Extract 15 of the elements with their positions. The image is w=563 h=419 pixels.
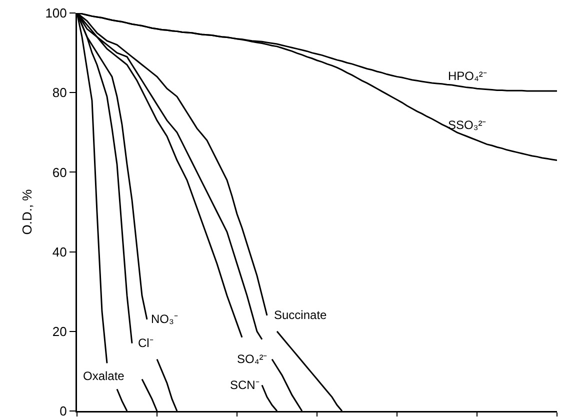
- y-tick-label: 60: [52, 164, 67, 180]
- series-label: Succinate: [274, 308, 328, 322]
- y-tick-label: 100: [45, 6, 67, 21]
- y-tick-label: 20: [52, 324, 67, 339]
- series-label: SSO₃²⁻: [448, 118, 486, 132]
- series-label: NO₃⁻: [151, 312, 178, 326]
- y-tick-label: 40: [52, 244, 67, 260]
- y-tick-label: 0: [60, 404, 67, 419]
- series-label: Oxalate: [83, 369, 125, 383]
- y-tick-label: 80: [52, 85, 67, 100]
- series-label: SCN⁻: [230, 378, 260, 392]
- series-label: SO₄²⁻: [237, 352, 268, 366]
- series-label: HPO₄²⁻: [448, 69, 487, 83]
- series-label: Cl⁻: [138, 336, 154, 350]
- y-axis-title: O.D., %: [19, 188, 34, 235]
